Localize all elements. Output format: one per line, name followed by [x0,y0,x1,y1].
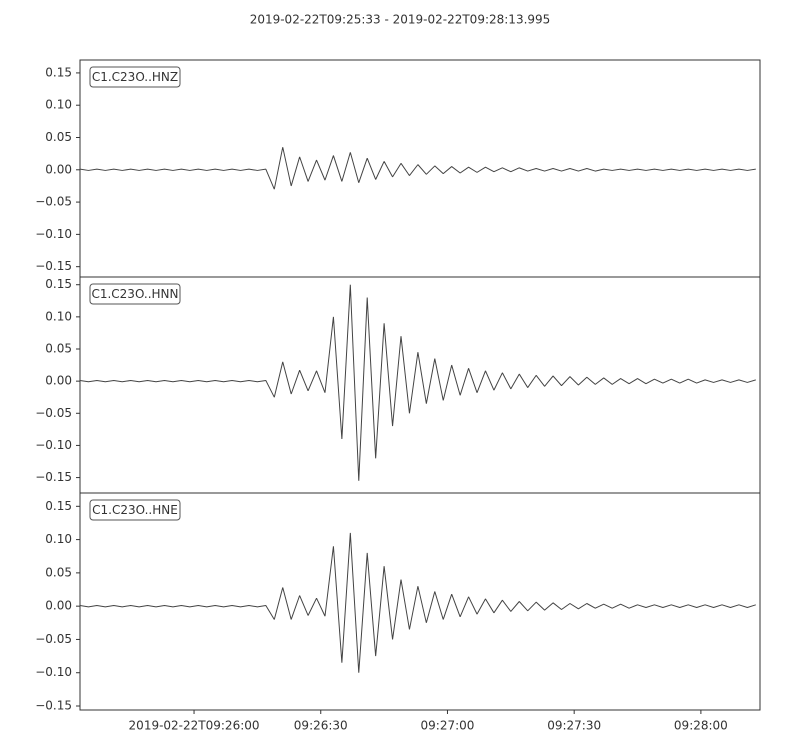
y-tick-label: 0.05 [45,130,72,144]
trace-label-box [89,499,181,521]
y-tick-label: −0.10 [35,665,72,679]
y-tick-label: 0.15 [45,499,72,513]
y-tick-label: 0.00 [45,599,72,613]
x-tick-label: 09:26:30 [294,719,348,733]
chart-title: 2019-02-22T09:25:33 - 2019-02-22T09:28:1… [250,13,551,27]
y-tick-label: 0.10 [45,532,72,546]
trace-label-box [89,66,181,88]
trace-label: C1.C23O..HNE [92,503,178,517]
panel-frame [79,492,761,711]
trace-label-box [89,283,181,305]
x-tick-label: 09:28:00 [674,719,728,733]
waveform [79,147,756,190]
x-tick-label: 2019-02-22T09:26:00 [129,719,260,733]
y-tick-label: −0.05 [35,632,72,646]
y-tick-label: 0.05 [45,565,72,579]
y-tick-label: 0.00 [45,374,72,388]
y-tick-label: −0.10 [35,438,72,452]
y-tick-label: 0.15 [45,277,72,291]
y-tick-label: 0.10 [45,309,72,323]
trace-label: C1.C23O..HNN [91,287,178,301]
waveform [79,284,756,481]
x-tick-label: 09:27:30 [547,719,601,733]
y-tick-label: −0.15 [35,699,72,713]
y-tick-label: −0.05 [35,195,72,209]
y-tick-label: −0.15 [35,259,72,273]
y-tick-label: 0.00 [45,162,72,176]
y-tick-label: 0.10 [45,98,72,112]
y-tick-label: 0.15 [45,65,72,79]
trace-label: C1.C23O..HNZ [92,70,178,84]
y-tick-label: 0.05 [45,342,72,356]
y-tick-label: −0.10 [35,227,72,241]
waveform [79,532,756,673]
y-tick-label: −0.05 [35,406,72,420]
y-tick-label: −0.15 [35,470,72,484]
x-tick-label: 09:27:00 [421,719,475,733]
